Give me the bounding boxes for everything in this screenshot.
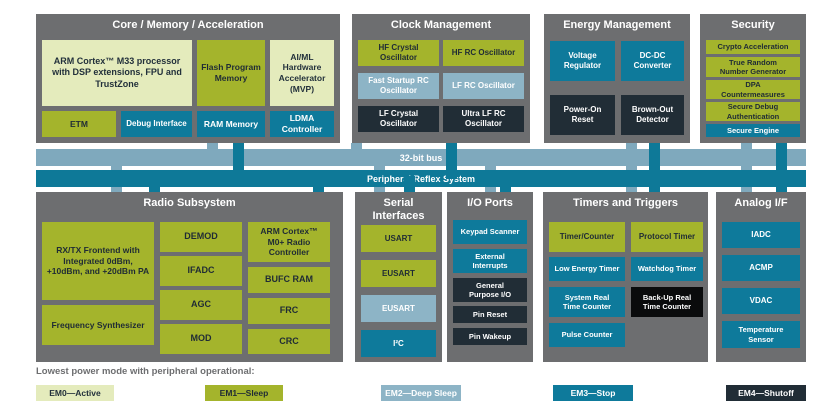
block-external-interrupts: External Interrupts xyxy=(453,249,527,273)
legend-caption: Lowest power mode with peripheral operat… xyxy=(36,366,255,377)
block-watchdog-timer: Watchdog Timer xyxy=(631,257,703,281)
block-ram-memory: RAM Memory xyxy=(197,111,265,137)
block-frequency-synthesizer: Frequency Synthesizer xyxy=(42,305,154,345)
connector-security-analog-to-prs xyxy=(776,143,787,192)
panel-timers-triggers: Timers and Triggers Timer/Counter Low En… xyxy=(543,192,708,362)
block-iadc: IADC xyxy=(722,222,800,248)
block-dcdc-converter: DC-DC Converter xyxy=(621,41,684,81)
block-secure-engine: Secure Engine xyxy=(706,124,800,137)
legend-em2-deep-sleep: EM2—Deep Sleep xyxy=(381,385,461,401)
panel-core-memory-acceleration: Core / Memory / Acceleration ARM Cortex™… xyxy=(36,14,340,143)
panel-radio-subsystem: Radio Subsystem RX/TX Frontend with Inte… xyxy=(36,192,343,362)
block-protocol-timer: Protocol Timer xyxy=(631,222,703,252)
connector-radio-to-prs-2 xyxy=(313,176,324,192)
panel-title: I/O Ports xyxy=(467,197,513,209)
legend-em4-shutoff: EM4—Shutoff xyxy=(726,385,806,401)
connector-core-to-prs xyxy=(233,143,244,179)
block-usart: USART xyxy=(361,225,436,252)
block-aiml-accelerator: AI/ML Hardware Accelerator (MVP) xyxy=(270,40,334,106)
block-mod: MOD xyxy=(160,324,242,354)
panel-title: Security xyxy=(731,19,775,31)
block-keypad-scanner: Keypad Scanner xyxy=(453,220,527,244)
panel-title: Timers and Triggers xyxy=(573,197,678,209)
block-arm-cortex-m33: ARM Cortex™ M33 processor with DSP exten… xyxy=(42,40,192,106)
panel-title: Clock Management xyxy=(390,19,492,31)
block-backup-real-time-counter: Back-Up Real Time Counter xyxy=(631,287,703,317)
block-power-on-reset: Power-On Reset xyxy=(550,95,615,135)
connector-radio-to-prs-1 xyxy=(149,176,160,192)
block-pin-wakeup: Pin Wakeup xyxy=(453,328,527,345)
connector-core-to-32bit-bus xyxy=(207,143,218,158)
block-lf-rc-oscillator: LF RC Oscillator xyxy=(443,73,524,99)
block-ldma-controller: LDMA Controller xyxy=(270,111,334,137)
block-acmp: ACMP xyxy=(722,255,800,281)
block-secure-debug-authentication: Secure Debug Authentication xyxy=(706,102,800,121)
block-dpa-countermeasures: DPA Countermeasures xyxy=(706,80,800,99)
connector-security-analog-to-32bit-bus xyxy=(741,143,752,192)
panel-clock-management: Clock Management HF Crystal Oscillator H… xyxy=(352,14,530,143)
block-hf-crystal-oscillator: HF Crystal Oscillator xyxy=(358,40,439,66)
block-ifadc: IFADC xyxy=(160,256,242,286)
panel-title: Energy Management xyxy=(563,19,671,31)
panel-security: Security Crypto Acceleration True Random… xyxy=(700,14,806,143)
connector-energy-timers-to-32bit-bus xyxy=(626,143,637,192)
legend-em0-active: EM0—Active xyxy=(36,385,114,401)
legend-em3-stop: EM3—Stop xyxy=(553,385,633,401)
panel-title: Analog I/F xyxy=(734,197,788,209)
block-true-random-number-generator: True Random Number Generator xyxy=(706,57,800,77)
panel-energy-management: Energy Management Voltage Regulator DC-D… xyxy=(544,14,690,143)
block-rxtx-frontend: RX/TX Frontend with Integrated 0dBm, +10… xyxy=(42,222,154,300)
block-system-real-time-counter: System Real Time Counter xyxy=(549,287,625,317)
bus-32bit: 32-bit bus xyxy=(36,149,806,166)
block-crc: CRC xyxy=(248,329,330,354)
connector-energy-timers-to-prs xyxy=(649,143,660,192)
panel-title: Radio Subsystem xyxy=(143,197,236,209)
block-etm: ETM xyxy=(42,111,116,137)
block-ultra-lf-rc-oscillator: Ultra LF RC Oscillator xyxy=(443,106,524,132)
connector-clock-to-32bit-bus xyxy=(351,143,362,158)
block-eusart-2: EUSART xyxy=(361,295,436,322)
block-i2c: I²C xyxy=(361,330,436,357)
block-demod: DEMOD xyxy=(160,222,242,252)
bus-peripheral-reflex-system: Peripheral Reflex System xyxy=(36,170,806,187)
block-debug-interface: Debug Interface xyxy=(121,111,192,137)
panel-title: Core / Memory / Acceleration xyxy=(112,19,264,31)
block-pin-reset: Pin Reset xyxy=(453,306,527,323)
block-flash-program-memory: Flash Program Memory xyxy=(197,40,265,106)
panel-serial-interfaces: Serial Interfaces USART EUSART EUSART I²… xyxy=(355,192,442,362)
block-lf-crystal-oscillator: LF Crystal Oscillator xyxy=(358,106,439,132)
block-general-purpose-io: General Purpose I/O xyxy=(453,278,527,302)
block-eusart-1: EUSART xyxy=(361,260,436,287)
connector-clock-to-prs xyxy=(446,143,457,179)
block-vdac: VDAC xyxy=(722,288,800,314)
block-hf-rc-oscillator: HF RC Oscillator xyxy=(443,40,524,66)
connector-io-to-prs xyxy=(500,176,511,192)
block-pulse-counter: Pulse Counter xyxy=(549,323,625,347)
block-fast-startup-rc-oscillator: Fast Startup RC Oscillator xyxy=(358,73,439,99)
panel-title: Serial Interfaces xyxy=(372,197,425,222)
block-bufc-ram: BUFC RAM xyxy=(248,267,330,293)
block-frc: FRC xyxy=(248,298,330,324)
block-arm-cortex-m0-radio-controller: ARM Cortex™ M0+ Radio Controller xyxy=(248,222,330,262)
panel-analog-if: Analog I/F IADC ACMP VDAC Temperature Se… xyxy=(716,192,806,362)
block-low-energy-timer: Low Energy Timer xyxy=(549,257,625,281)
block-temperature-sensor: Temperature Sensor xyxy=(722,321,800,348)
block-brown-out-detector: Brown-Out Detector xyxy=(621,95,684,135)
panel-io-ports: I/O Ports Keypad Scanner External Interr… xyxy=(447,192,533,362)
block-voltage-regulator: Voltage Regulator xyxy=(550,41,615,81)
legend-em1-sleep: EM1—Sleep xyxy=(205,385,283,401)
block-timer-counter: Timer/Counter xyxy=(549,222,625,252)
block-agc: AGC xyxy=(160,290,242,320)
connector-serial-to-prs xyxy=(404,176,415,192)
block-crypto-acceleration: Crypto Acceleration xyxy=(706,40,800,54)
